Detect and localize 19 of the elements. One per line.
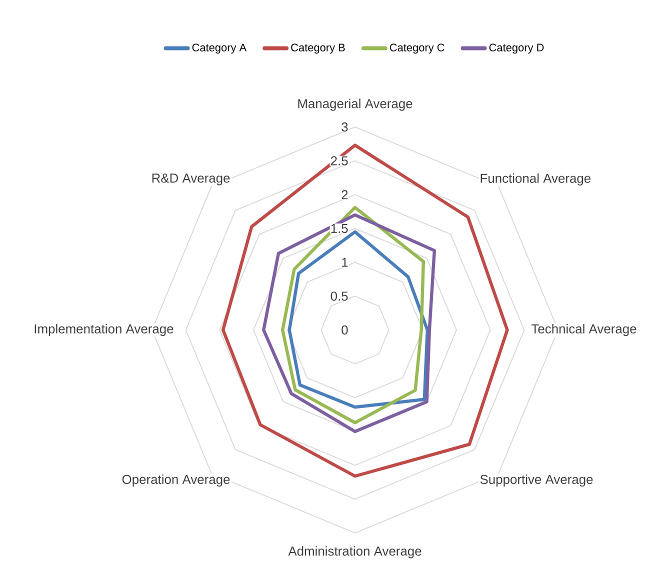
spoke-label: R&D Average <box>152 174 230 186</box>
y-tick-label: 0 <box>342 325 348 335</box>
y-tick-label: 2 <box>342 190 348 200</box>
legend-label: Category B <box>291 44 345 54</box>
spoke-label: Technical Average <box>532 324 636 336</box>
spoke-label: Supportive Average <box>480 474 593 487</box>
spoke-label: Managerial Average <box>298 98 412 111</box>
spoke-label: Operation Average <box>122 474 230 487</box>
spoke-label: Implementation Average <box>34 324 174 336</box>
spoke-label: Administration Average <box>288 546 422 558</box>
legend-label: Category A <box>192 44 247 54</box>
spoke-label: Functional Average <box>480 173 591 186</box>
y-tick-label: 2.5 <box>330 156 348 166</box>
y-tick-label: 3 <box>342 122 348 132</box>
legend-label: Category C <box>390 44 444 54</box>
y-tick-label: 1 <box>342 258 348 267</box>
y-tick-label: 1.5 <box>331 224 348 234</box>
legend-label: Category D <box>489 44 544 54</box>
y-tick-label: 0.5 <box>330 292 348 301</box>
